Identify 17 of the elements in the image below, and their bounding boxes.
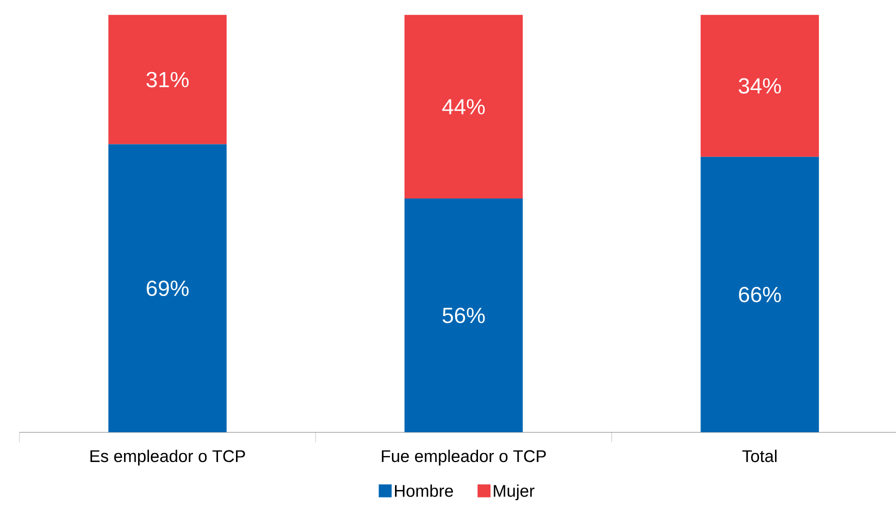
bar bbox=[108, 144, 227, 432]
legend-label: Hombre bbox=[395, 484, 453, 497]
bar bbox=[108, 14, 227, 144]
bar bbox=[700, 14, 819, 157]
bar bbox=[404, 14, 523, 199]
legend-label: Mujer bbox=[494, 484, 534, 500]
bar bbox=[404, 198, 523, 432]
data-label: 69% bbox=[146, 280, 189, 296]
bar bbox=[700, 156, 819, 432]
data-label: 66% bbox=[739, 286, 781, 302]
data-label: 31% bbox=[146, 72, 189, 88]
data-label: 44% bbox=[442, 99, 485, 114]
x-tick-label: Es empleador o TCP bbox=[90, 450, 245, 466]
x-tick-label: Fue empleador o TCP bbox=[382, 450, 546, 466]
data-label: 34% bbox=[738, 78, 781, 94]
data-label: 56% bbox=[442, 308, 485, 324]
x-tick-label: Total bbox=[742, 450, 777, 462]
